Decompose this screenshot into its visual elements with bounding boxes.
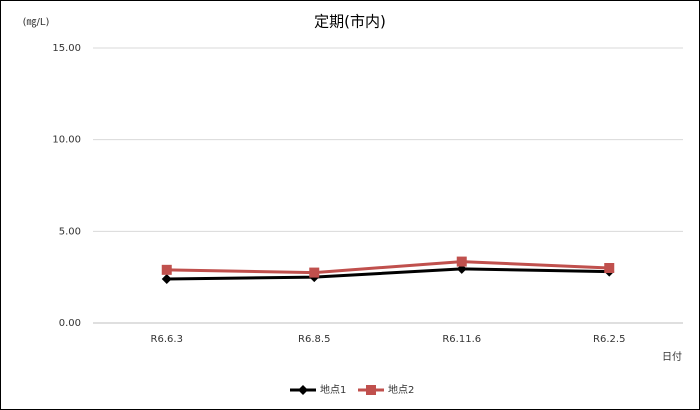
y-tick-label: 0.00: [59, 318, 81, 329]
x-tick-label: R6.6.3: [151, 334, 183, 345]
x-tick-label: R6.2.5: [593, 334, 625, 345]
legend-label: 地点1: [320, 383, 346, 396]
legend-label: 地点2: [388, 383, 414, 396]
point-marker: [604, 263, 615, 273]
legend-marker: [298, 385, 308, 395]
x-tick-label: R6.8.5: [298, 334, 330, 345]
y-axis-label: (㎎/L): [23, 17, 50, 28]
y-tick-label: 5.00: [59, 226, 81, 237]
x-tick-label: R6.11.6: [442, 334, 481, 345]
point-marker: [161, 264, 172, 275]
point-marker: [309, 267, 320, 278]
series-line: [166, 260, 610, 275]
chart-title: 定期(市内): [314, 13, 386, 31]
point-marker: [456, 256, 467, 267]
y-tick-label: 15.00: [52, 43, 81, 54]
series-line: [166, 267, 610, 281]
legend-marker: [366, 385, 376, 395]
x-axis-label: 日付: [662, 350, 682, 363]
point-marker: [161, 274, 172, 284]
y-tick-label: 10.00: [52, 135, 81, 146]
